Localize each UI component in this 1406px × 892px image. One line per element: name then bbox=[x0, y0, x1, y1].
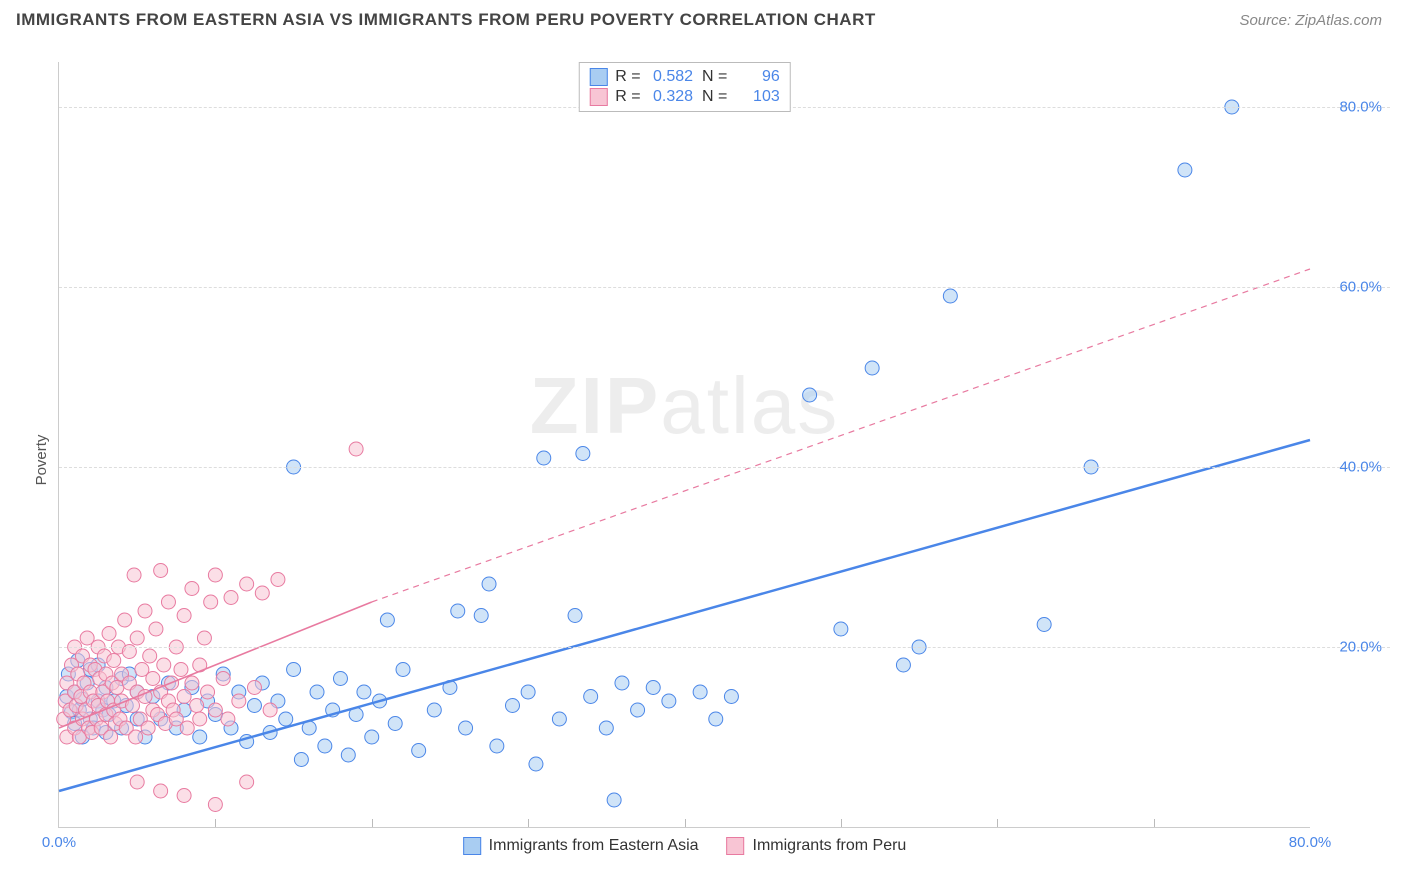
correlation-legend: R = 0.582 N = 96R = 0.328 N = 103 bbox=[578, 62, 790, 112]
legend-item: Immigrants from Eastern Asia bbox=[463, 837, 699, 855]
y-tick-label: 40.0% bbox=[1339, 459, 1382, 476]
source-citation: Source: ZipAtlas.com bbox=[1239, 12, 1382, 29]
chart-area: Poverty ZIPatlas R = 0.582 N = 96R = 0.3… bbox=[16, 44, 1390, 876]
plot-region: ZIPatlas R = 0.582 N = 96R = 0.328 N = 1… bbox=[58, 62, 1310, 828]
correlation-row: R = 0.582 N = 96 bbox=[589, 67, 779, 87]
swatch-icon bbox=[727, 837, 745, 855]
y-tick-label: 80.0% bbox=[1339, 99, 1382, 116]
y-tick-label: 60.0% bbox=[1339, 279, 1382, 296]
plot-svg bbox=[59, 62, 1310, 827]
x-tick-label: 80.0% bbox=[1289, 834, 1332, 851]
chart-header: IMMIGRANTS FROM EASTERN ASIA VS IMMIGRAN… bbox=[0, 0, 1406, 36]
swatch-icon bbox=[589, 68, 607, 86]
series-legend: Immigrants from Eastern Asia Immigrants f… bbox=[463, 837, 907, 855]
chart-title: IMMIGRANTS FROM EASTERN ASIA VS IMMIGRAN… bbox=[16, 10, 876, 30]
x-tick-label: 0.0% bbox=[42, 834, 76, 851]
correlation-row: R = 0.328 N = 103 bbox=[589, 87, 779, 107]
swatch-icon bbox=[463, 837, 481, 855]
y-tick-label: 20.0% bbox=[1339, 639, 1382, 656]
swatch-icon bbox=[589, 88, 607, 106]
legend-label: Immigrants from Eastern Asia bbox=[489, 837, 699, 855]
legend-label: Immigrants from Peru bbox=[753, 837, 907, 855]
legend-item: Immigrants from Peru bbox=[727, 837, 907, 855]
y-axis-label: Poverty bbox=[33, 435, 50, 486]
